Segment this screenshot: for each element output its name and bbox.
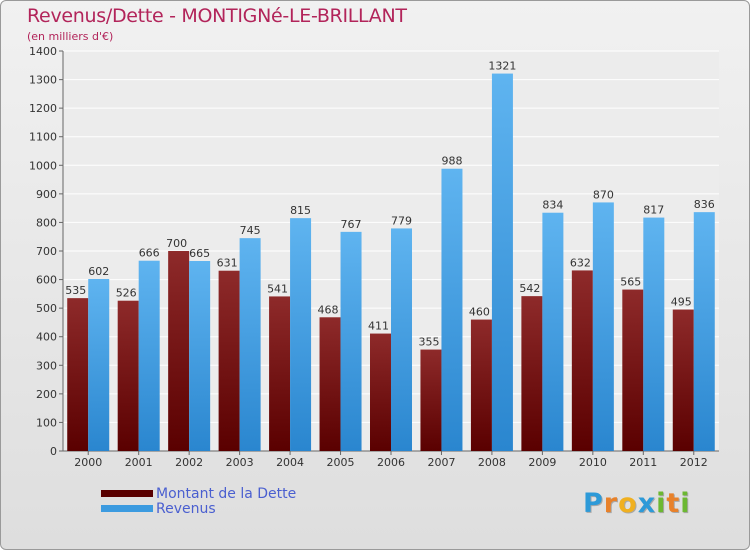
data-label-debt-2000: 535	[65, 284, 86, 297]
data-label-debt-2001: 526	[116, 287, 137, 300]
data-label-revenue-2012: 836	[694, 198, 715, 211]
data-label-debt-2010: 632	[570, 256, 591, 269]
x-tick-label: 2001	[125, 456, 153, 469]
bar-revenue-2004	[290, 218, 312, 451]
bar-revenue-2000	[88, 279, 110, 451]
legend-label-revenue: Revenus	[156, 501, 216, 517]
proxiti-logo: Proxiti	[583, 488, 691, 519]
logo-letter: x	[637, 488, 657, 519]
logo-letter: t	[666, 488, 681, 519]
data-label-revenue-2000: 602	[88, 265, 109, 278]
data-label-revenue-2006: 779	[391, 214, 412, 227]
x-tick-label: 2002	[175, 456, 203, 469]
y-tick-label: 1000	[29, 159, 57, 172]
x-tick-label: 2005	[327, 456, 355, 469]
bar-debt-2008	[470, 319, 492, 451]
bar-debt-2007	[420, 349, 442, 451]
data-label-revenue-2007: 988	[441, 155, 462, 168]
logo-letter: i	[680, 488, 691, 519]
bar-debt-2005	[319, 317, 341, 451]
y-tick-label: 800	[36, 216, 57, 229]
chart-subtitle: (en milliers d'€)	[27, 30, 114, 43]
data-label-revenue-2010: 870	[593, 188, 614, 201]
bar-revenue-2012	[693, 212, 715, 451]
x-tick-label: 2012	[680, 456, 708, 469]
x-tick-label: 2003	[226, 456, 254, 469]
x-tick-label: 2006	[377, 456, 405, 469]
data-label-debt-2003: 631	[217, 257, 238, 270]
y-tick-label: 400	[36, 331, 57, 344]
legend-swatch-revenue	[101, 505, 153, 512]
data-label-debt-2012: 495	[671, 296, 692, 309]
data-label-revenue-2009: 834	[542, 199, 563, 212]
y-tick-label: 300	[36, 359, 57, 372]
data-label-revenue-2008: 1321	[488, 60, 516, 73]
data-label-revenue-2003: 745	[240, 224, 261, 237]
x-tick-label: 2009	[528, 456, 556, 469]
data-label-debt-2002: 700	[166, 237, 187, 250]
bar-debt-2003	[218, 270, 240, 451]
x-tick-label: 2011	[629, 456, 657, 469]
bar-debt-2009	[521, 296, 543, 451]
data-label-revenue-2001: 666	[139, 247, 160, 260]
data-label-debt-2008: 460	[469, 306, 490, 319]
y-tick-label: 1200	[29, 102, 57, 115]
bar-revenue-2005	[340, 231, 362, 451]
data-label-revenue-2005: 767	[341, 218, 362, 231]
legend-swatch-debt	[101, 490, 153, 497]
logo-letter: o	[618, 488, 638, 519]
bar-debt-2004	[269, 296, 291, 451]
y-tick-label: 500	[36, 302, 57, 315]
x-tick-label: 2000	[74, 456, 102, 469]
data-label-debt-2005: 468	[318, 303, 339, 316]
data-label-revenue-2002: 665	[189, 247, 210, 260]
y-tick-label: 100	[36, 416, 57, 429]
legend-label-debt: Montant de la Dette	[156, 486, 297, 502]
bar-debt-2006	[370, 333, 391, 451]
data-label-revenue-2011: 817	[643, 204, 664, 217]
bar-revenue-2009	[542, 212, 564, 451]
logo-letter: r	[603, 488, 619, 519]
data-label-debt-2009: 542	[519, 282, 540, 295]
y-tick-label: 1300	[29, 74, 57, 87]
x-tick-label: 2004	[276, 456, 304, 469]
x-tick-label: 2008	[478, 456, 506, 469]
bar-debt-2000	[67, 298, 89, 451]
bar-revenue-2007	[441, 168, 463, 451]
bar-revenue-2008	[491, 73, 513, 452]
y-tick-label: 1400	[29, 45, 57, 58]
bar-debt-2012	[672, 309, 694, 451]
bar-debt-2002	[168, 251, 190, 451]
y-tick-label: 0	[50, 445, 57, 458]
logo-letter: i	[656, 488, 667, 519]
data-label-debt-2006: 411	[368, 320, 389, 333]
y-tick-label: 900	[36, 188, 57, 201]
x-tick-label: 2007	[427, 456, 455, 469]
bar-debt-2001	[117, 300, 139, 451]
bar-revenue-2010	[592, 202, 614, 451]
y-tick-label: 700	[36, 245, 57, 258]
logo-letter: P	[583, 488, 604, 519]
bar-revenue-2001	[138, 260, 160, 451]
bar-debt-2010	[571, 270, 593, 451]
data-label-revenue-2004: 815	[290, 204, 311, 217]
x-tick-label: 2010	[579, 456, 607, 469]
data-label-debt-2004: 541	[267, 282, 288, 295]
bar-revenue-2002	[189, 261, 211, 451]
bar-revenue-2003	[239, 238, 261, 451]
bar-revenue-2006	[391, 228, 412, 451]
data-label-debt-2007: 355	[418, 336, 439, 349]
bar-revenue-2011	[643, 217, 665, 451]
y-tick-label: 1100	[29, 131, 57, 144]
y-tick-label: 200	[36, 388, 57, 401]
y-tick-label: 600	[36, 274, 57, 287]
chart-title: Revenus/Dette - MONTIGNé-LE-BRILLANT	[27, 5, 407, 27]
data-label-debt-2011: 565	[620, 276, 641, 289]
bar-debt-2011	[622, 289, 644, 451]
